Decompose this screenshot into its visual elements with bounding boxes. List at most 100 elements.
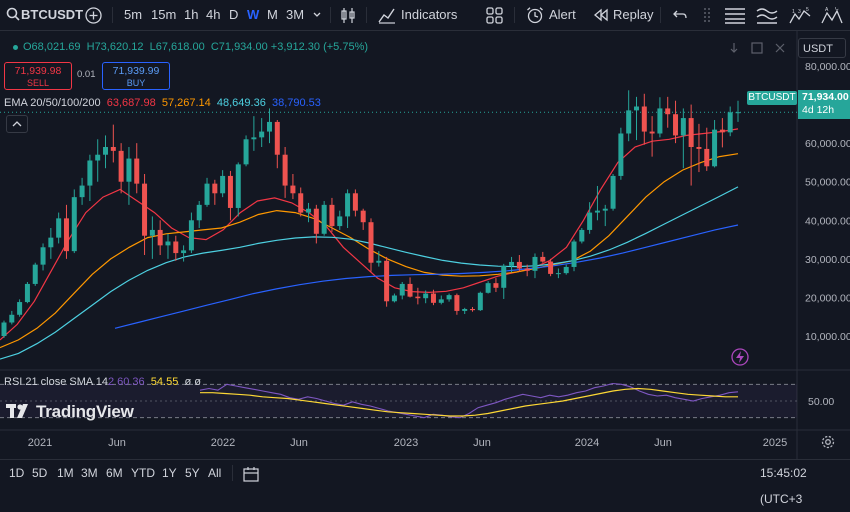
price-tick-label: 60,000.00: [805, 138, 850, 150]
range-1y[interactable]: 1Y: [162, 466, 177, 480]
symbol-name[interactable]: BTCUSDT: [21, 7, 84, 22]
candle-body: [391, 295, 397, 302]
chart-canvas[interactable]: 80,000.0070,000.0060,000.0050,000.0040,0…: [0, 31, 850, 459]
search-icon[interactable]: [6, 0, 20, 30]
indicators-icon[interactable]: [378, 0, 396, 30]
candle-body: [345, 193, 351, 217]
range-5d[interactable]: 5D: [32, 466, 48, 480]
candle-body: [626, 110, 632, 134]
candle-body: [259, 131, 265, 138]
range-1m[interactable]: 1M: [57, 466, 74, 480]
candle-body: [462, 309, 468, 311]
sell-button[interactable]: 71,939.98 SELL: [4, 62, 72, 90]
candle-body: [321, 204, 327, 234]
last-price: 71,934.00: [802, 91, 849, 103]
ema-label: EMA 20/50/100/200: [4, 97, 101, 109]
candle-body: [142, 183, 148, 236]
range-6m[interactable]: 6M: [106, 466, 123, 480]
candle-body: [446, 295, 452, 300]
replay-icon[interactable]: [593, 0, 609, 30]
candle-body: [95, 154, 101, 161]
rsi-legend[interactable]: RSI 21 close SMA 142 60.36 54.55 ø ø: [4, 376, 201, 388]
candle-body: [665, 108, 671, 115]
candle-body: [563, 266, 569, 274]
drag-handle-icon[interactable]: [703, 0, 711, 30]
candlestick-type-icon[interactable]: [340, 0, 356, 30]
tradingview-logo-icon: [6, 403, 32, 423]
candle-body: [524, 268, 530, 271]
candle-body: [485, 283, 491, 293]
candle-body: [516, 261, 522, 269]
interval-3m[interactable]: 3M: [286, 7, 305, 22]
arrow-down-icon[interactable]: [729, 42, 739, 57]
candle-body: [56, 218, 62, 238]
ema-line-4: [114, 224, 739, 329]
chevron-down-icon[interactable]: [312, 0, 322, 30]
top-toolbar: BTCUSDT 5m 15m 1h 4h D W M 3M Indicators…: [0, 0, 850, 31]
candle-body: [118, 150, 124, 182]
time-axis-label: 2024: [575, 437, 599, 449]
compare-add-icon[interactable]: [85, 0, 102, 30]
indicators-button[interactable]: Indicators: [401, 7, 458, 22]
close-pane-icon[interactable]: [774, 42, 786, 57]
rsi-value: 2 60.36: [107, 376, 145, 388]
rsi-label: RSI 21 close SMA 14: [4, 376, 108, 388]
interval-4h[interactable]: 4h: [206, 7, 221, 22]
range-3m[interactable]: 3M: [81, 466, 98, 480]
time-axis-label: 2025: [763, 437, 787, 449]
candle-body: [290, 185, 296, 194]
ema-line-3: [0, 186, 739, 360]
tradingview-watermark: TradingView: [6, 402, 134, 423]
ema20-value: 63,687.98: [106, 97, 156, 109]
candle-body: [493, 283, 499, 288]
interval-15m[interactable]: 15m: [151, 7, 177, 22]
candle-body: [173, 241, 179, 254]
candle-body: [87, 160, 93, 186]
candle-body: [376, 260, 382, 263]
interval-w[interactable]: W: [247, 7, 260, 22]
candle-body: [126, 158, 132, 182]
buy-button[interactable]: 71,939.99 BUY: [102, 62, 170, 90]
buy-price: 71,939.99: [112, 65, 160, 77]
range-ytd[interactable]: YTD: [131, 466, 155, 480]
alarm-clock-icon[interactable]: [526, 0, 544, 30]
rsi-axis-tick: 50.00: [808, 396, 834, 408]
candle-body: [149, 229, 155, 236]
candle-body: [454, 295, 460, 311]
maximize-icon[interactable]: [751, 42, 763, 57]
ema100-value: 48,649.36: [216, 97, 266, 109]
candle-body: [360, 210, 366, 223]
replay-button[interactable]: Replay: [613, 7, 654, 22]
undo-icon[interactable]: [672, 0, 688, 30]
rsi-line: [199, 382, 739, 419]
svg-text:1: 1: [792, 9, 795, 15]
candle-body: [407, 283, 413, 297]
interval-5m[interactable]: 5m: [124, 7, 143, 22]
go-to-date-icon[interactable]: [243, 465, 259, 491]
alert-button[interactable]: Alert: [549, 7, 576, 22]
range-1d[interactable]: 1D: [9, 466, 25, 480]
ema-legend[interactable]: EMA 20/50/100/200 63,687.98 57,267.14 48…: [4, 97, 321, 109]
layouts-grid-icon[interactable]: [486, 0, 503, 30]
candle-body: [735, 112, 741, 114]
candle-body: [712, 129, 718, 167]
collapse-legend-button[interactable]: [6, 115, 28, 133]
candle-body: [548, 261, 554, 274]
interval-d[interactable]: D: [229, 7, 239, 22]
candle-body: [470, 309, 476, 311]
range-all[interactable]: All: [208, 466, 222, 480]
gear-icon[interactable]: [821, 435, 835, 452]
price-tick-label: 20,000.00: [805, 292, 850, 304]
menu-lines-icon[interactable]: [724, 0, 746, 30]
interval-m[interactable]: M: [267, 7, 278, 22]
drawing-lines-icon[interactable]: [756, 0, 778, 30]
clock-timezone[interactable]: 15:45:02 (UTC+3: [760, 466, 807, 506]
lightning-icon[interactable]: [731, 348, 749, 369]
last-price-tag: 71,934.00 4d 12h: [798, 90, 850, 119]
candle-body: [181, 250, 187, 254]
range-5y[interactable]: 5Y: [185, 466, 200, 480]
interval-1h[interactable]: 1h: [184, 7, 199, 22]
currency-selector[interactable]: USDT: [798, 38, 846, 58]
